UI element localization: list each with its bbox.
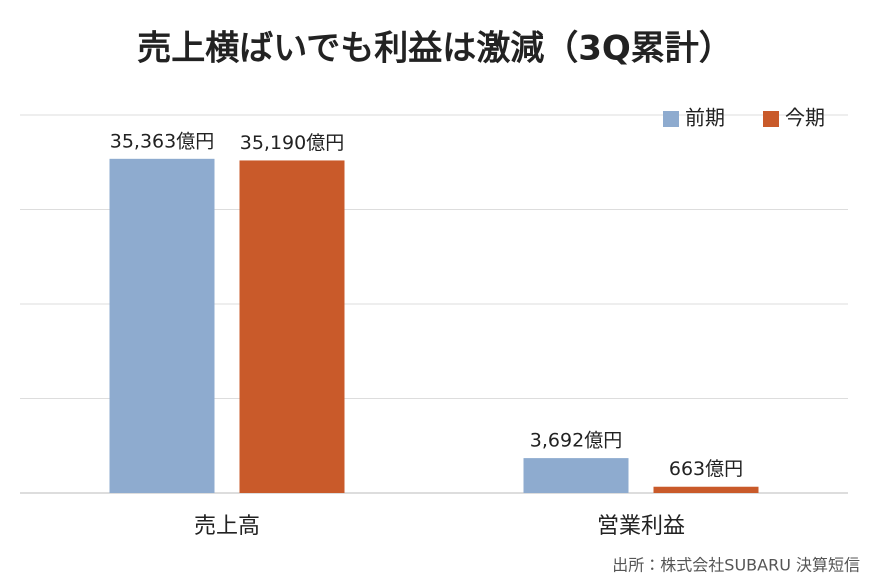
value-label: 663億円 bbox=[669, 458, 743, 480]
bar bbox=[653, 486, 759, 493]
legend-swatch bbox=[663, 111, 679, 127]
bar bbox=[109, 158, 215, 494]
chart-title: 売上横ばいでも利益は激減（3Q累計） bbox=[137, 29, 733, 69]
value-label: 35,363億円 bbox=[110, 130, 214, 152]
source-note: 出所：株式会社SUBARU 決算短信 bbox=[612, 556, 860, 575]
x-tick-label: 売上高 bbox=[194, 514, 260, 539]
legend-label: 今期 bbox=[785, 106, 825, 130]
legend-label: 前期 bbox=[685, 106, 725, 130]
legend-swatch bbox=[763, 111, 779, 127]
value-label: 3,692億円 bbox=[530, 430, 622, 452]
value-label: 35,190億円 bbox=[240, 132, 344, 154]
bar bbox=[523, 458, 629, 493]
bar bbox=[239, 160, 345, 493]
x-tick-label: 営業利益 bbox=[597, 514, 685, 539]
